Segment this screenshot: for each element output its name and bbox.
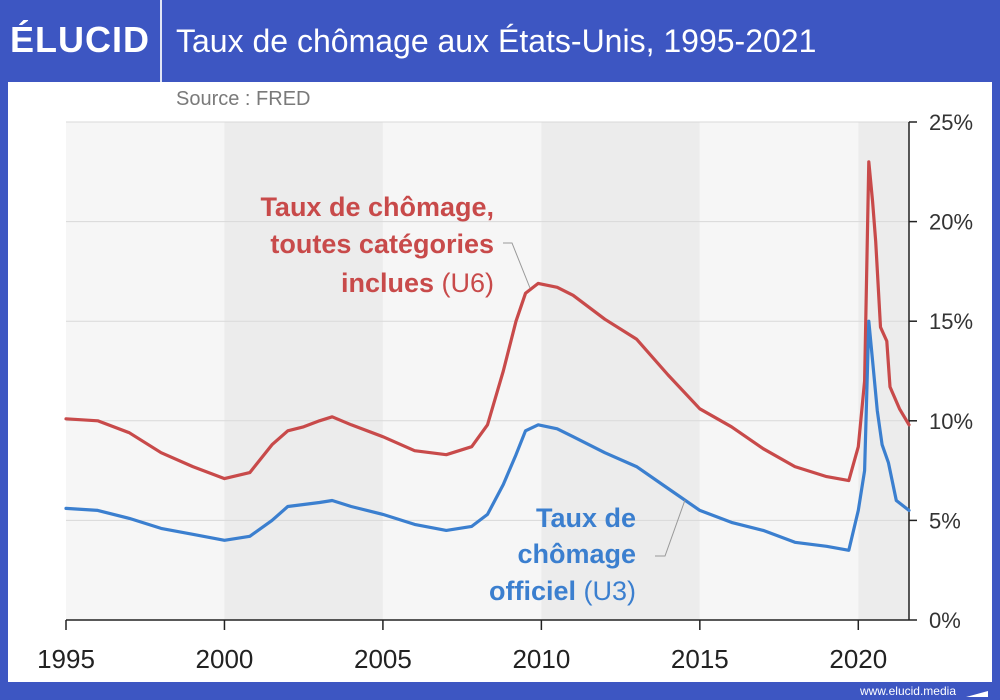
- period-band: [699, 122, 859, 620]
- header-bar: ÉLUCID Taux de chômage aux États-Unis, 1…: [0, 0, 1000, 82]
- footer-url: www.elucid.media: [859, 684, 956, 698]
- y-tick-label: 0%: [929, 608, 961, 633]
- elucid-footer-icon: [966, 691, 988, 697]
- series-line-u3: [64, 319, 911, 552]
- y-tick-label: 20%: [929, 210, 973, 235]
- u3-leader-line: [655, 499, 686, 557]
- u6-label-line: inclues (U6): [341, 268, 494, 298]
- u3-label-line: Taux de: [536, 503, 636, 533]
- u3-label-line: officiel (U3): [489, 576, 636, 606]
- source-note: Source : FRED: [176, 88, 311, 110]
- period-band: [382, 122, 542, 620]
- y-tick-label: 25%: [929, 110, 973, 135]
- u6-label-text: inclues: [341, 268, 442, 298]
- period-band: [541, 122, 700, 620]
- x-tick-label: 2000: [196, 644, 254, 674]
- x-tick-label: 2010: [512, 644, 570, 674]
- u3-label-suffix: (U3): [584, 576, 637, 606]
- u3-label-text: officiel: [489, 576, 584, 606]
- x-tick-label: 1995: [37, 644, 95, 674]
- elucid-logo: ÉLUCID: [10, 19, 150, 60]
- u6-leader-line: [503, 242, 531, 289]
- y-tick-label: 10%: [929, 409, 973, 434]
- y-tick-label: 5%: [929, 508, 961, 533]
- u6-label-line: toutes catégories: [270, 229, 494, 259]
- u6-label-suffix: (U6): [442, 268, 495, 298]
- y-tick-label: 15%: [929, 309, 973, 334]
- chart-title: Taux de chômage aux États-Unis, 1995-202…: [176, 23, 817, 59]
- u3-label-line: chômage: [517, 539, 636, 569]
- header-divider: [160, 0, 162, 82]
- x-tick-label: 2015: [671, 644, 729, 674]
- u6-label-line: Taux de chômage,: [260, 192, 494, 222]
- x-tick-label: 2005: [354, 644, 412, 674]
- x-tick-label: 2020: [829, 644, 887, 674]
- series-line-u6: [64, 160, 911, 483]
- period-band: [66, 122, 225, 620]
